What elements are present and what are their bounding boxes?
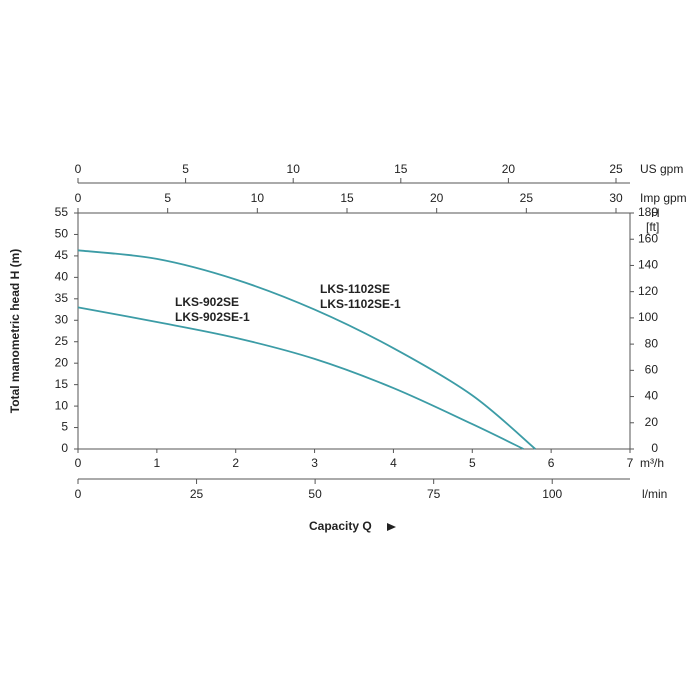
secondary-tick-label: 75 xyxy=(427,487,441,501)
plot-frame xyxy=(77,212,631,450)
secondary-tick-label: 5 xyxy=(182,162,189,176)
secondary-tick-label: 5 xyxy=(164,191,171,205)
y2-tick-label: 80 xyxy=(645,336,659,350)
secondary-tick-label: 20 xyxy=(502,162,516,176)
x-tick-label: 6 xyxy=(548,456,555,470)
y2-tick-label: 140 xyxy=(638,258,658,272)
y-tick-label: 20 xyxy=(55,355,69,369)
y-tick-label: 35 xyxy=(55,291,69,305)
secondary-tick-label: 100 xyxy=(542,487,562,501)
secondary-tick-label: 20 xyxy=(430,191,444,205)
secondary-tick-label: 25 xyxy=(609,162,623,176)
secondary-axis-unit: Imp gpm xyxy=(640,191,687,205)
curve-label: LKS-1102SE xyxy=(320,282,390,296)
x-tick-label: 0 xyxy=(75,456,82,470)
x-axis-title: Capacity Q xyxy=(309,519,372,533)
secondary-tick-label: 15 xyxy=(340,191,354,205)
y2-tick-label: 20 xyxy=(645,415,659,429)
secondary-tick-label: 30 xyxy=(609,191,623,205)
y-tick-label: 30 xyxy=(55,312,69,326)
secondary-tick-label: 50 xyxy=(308,487,322,501)
curve-label: LKS-902SE-1 xyxy=(175,310,250,324)
y-tick-label: 5 xyxy=(61,420,68,434)
arrow xyxy=(387,523,396,531)
x-axis-unit: m³/h xyxy=(640,456,664,470)
y-tick-label: 0 xyxy=(61,441,68,455)
x-tick-label: 2 xyxy=(232,456,239,470)
y-tick-label: 45 xyxy=(55,248,69,262)
secondary-tick-label: 0 xyxy=(75,191,82,205)
y2-tick-label: 40 xyxy=(645,389,659,403)
x-tick-label: 7 xyxy=(627,456,634,470)
y-tick-label: 50 xyxy=(55,227,69,241)
y2-tick-label: 180 xyxy=(638,205,658,219)
y2-axis-title: H xyxy=(651,206,660,220)
y-tick-label: 25 xyxy=(55,334,69,348)
x-tick-label: 5 xyxy=(469,456,476,470)
secondary-tick-label: 15 xyxy=(394,162,408,176)
x-tick-label: 3 xyxy=(311,456,318,470)
secondary-tick-label: 0 xyxy=(75,487,82,501)
y2-axis-unit: [ft] xyxy=(646,220,659,234)
secondary-tick-label: 10 xyxy=(251,191,265,205)
y2-tick-label: 60 xyxy=(645,363,659,377)
secondary-tick-label: 25 xyxy=(520,191,534,205)
y-tick-label: 15 xyxy=(55,377,69,391)
curve-label: LKS-1102SE-1 xyxy=(320,297,401,311)
curve xyxy=(77,249,536,450)
y2-tick-label: 160 xyxy=(638,231,658,245)
curve-label: LKS-902SE xyxy=(175,295,239,309)
secondary-tick-label: 0 xyxy=(75,162,82,176)
y2-tick-label: 100 xyxy=(638,310,658,324)
secondary-axis-unit: US gpm xyxy=(640,162,683,176)
y-tick-label: 40 xyxy=(55,270,69,284)
curve xyxy=(77,306,524,450)
y2-tick-label: 0 xyxy=(651,441,658,455)
secondary-axis-unit: l/min xyxy=(642,487,667,501)
y2-tick-label: 120 xyxy=(638,284,658,298)
secondary-tick-label: 25 xyxy=(190,487,204,501)
y-axis-title: Total manometric head H (m) xyxy=(8,249,22,413)
y-tick-label: 10 xyxy=(55,398,69,412)
x-tick-label: 4 xyxy=(390,456,397,470)
secondary-tick-label: 10 xyxy=(287,162,301,176)
y-tick-label: 55 xyxy=(55,205,69,219)
x-tick-label: 1 xyxy=(154,456,161,470)
